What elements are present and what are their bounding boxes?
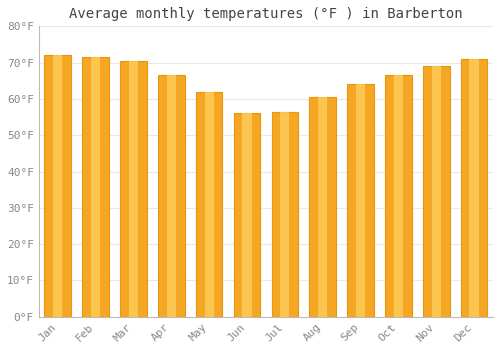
Bar — [234, 113, 260, 317]
Bar — [348, 84, 374, 317]
Bar — [196, 92, 222, 317]
Bar — [394, 75, 403, 317]
Bar — [272, 112, 298, 317]
Bar — [120, 61, 146, 317]
Bar — [423, 66, 450, 317]
Bar — [432, 66, 441, 317]
Title: Average monthly temperatures (°F ) in Barberton: Average monthly temperatures (°F ) in Ba… — [69, 7, 462, 21]
Bar — [44, 55, 71, 317]
Bar — [385, 75, 411, 317]
Bar — [356, 84, 365, 317]
Bar — [204, 92, 214, 317]
Bar — [158, 75, 184, 317]
Bar — [470, 59, 479, 317]
Bar — [91, 57, 100, 317]
Bar — [310, 97, 336, 317]
Bar — [318, 97, 328, 317]
Bar — [82, 57, 109, 317]
Bar — [166, 75, 176, 317]
Bar — [242, 113, 252, 317]
Bar — [129, 61, 138, 317]
Bar — [461, 59, 487, 317]
Bar — [53, 55, 62, 317]
Bar — [280, 112, 289, 317]
